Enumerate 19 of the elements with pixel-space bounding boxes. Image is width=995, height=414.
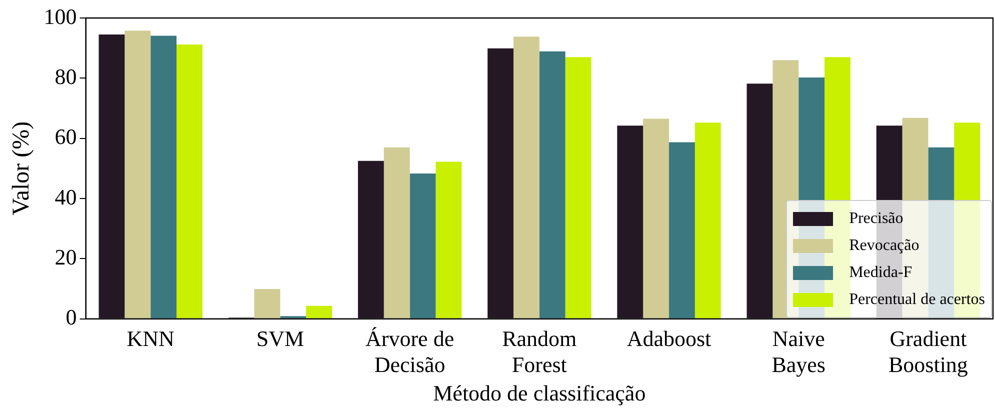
y-axis-title: Valor (%) — [8, 121, 35, 216]
x-tick-label: Adaboost — [626, 326, 712, 351]
x-axis-title: Método de classificação — [433, 380, 646, 406]
legend-label: Percentual de acertos — [849, 290, 985, 308]
y-tick-label: 0 — [66, 304, 77, 330]
y-tick-label: 40 — [54, 184, 77, 210]
y-tick-label: 80 — [54, 64, 77, 89]
legend-label: Medida-F — [849, 264, 912, 282]
x-tick-label: Naive Bayes — [772, 326, 826, 378]
legend-label: Precisão — [849, 210, 904, 228]
x-tick-label: Random Forest — [502, 326, 577, 378]
y-tick-label: 20 — [54, 244, 77, 270]
y-tick-label: 60 — [54, 124, 77, 150]
y-tick-label: 100 — [44, 4, 77, 29]
x-tick-label: Árvore de Decisão — [366, 326, 454, 378]
legend-label: Revocação — [849, 236, 920, 254]
x-tick-label: Gradient Boosting — [888, 326, 968, 378]
x-tick-label: SVM — [256, 326, 304, 351]
x-tick-label: KNN — [126, 326, 175, 351]
